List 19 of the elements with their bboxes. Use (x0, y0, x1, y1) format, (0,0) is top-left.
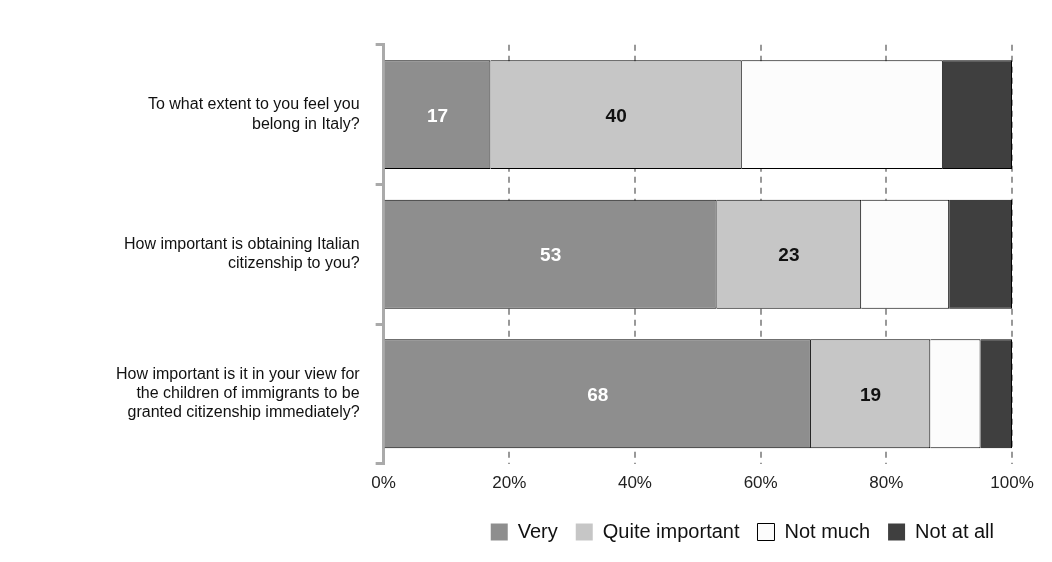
data-label: 23 (778, 244, 800, 266)
x-tick-label: 40% (617, 473, 652, 493)
x-tick-label: 0% (371, 473, 396, 493)
legend-label: Not at all (915, 519, 995, 542)
data-label: 40 (605, 104, 627, 126)
legend-label: Not much (784, 519, 871, 542)
data-label: 19 (860, 384, 882, 406)
legend-label: Very (517, 519, 558, 542)
data-label: 17 (426, 104, 449, 126)
x-tick-label: 60% (743, 473, 778, 493)
y-tick-label: How important is it in your view for the children of immigrants to be granted citizenship immediately? (115, 365, 361, 421)
x-tick-label: 80% (869, 473, 904, 493)
x-tick-label: 100% (990, 473, 1034, 493)
legend-label: Quite important (602, 519, 740, 542)
x-tick-label: 20% (492, 473, 527, 493)
y-tick-label: How important is obtaining Italian citizenship to you? (123, 235, 360, 272)
data-label: 53 (540, 244, 562, 266)
data-label: 68 (587, 384, 609, 406)
y-tick-label: To what extent to you feel you belong in Italy? (147, 95, 360, 132)
